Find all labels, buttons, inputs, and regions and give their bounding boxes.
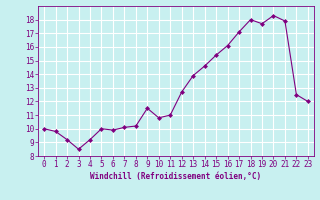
X-axis label: Windchill (Refroidissement éolien,°C): Windchill (Refroidissement éolien,°C)	[91, 172, 261, 181]
